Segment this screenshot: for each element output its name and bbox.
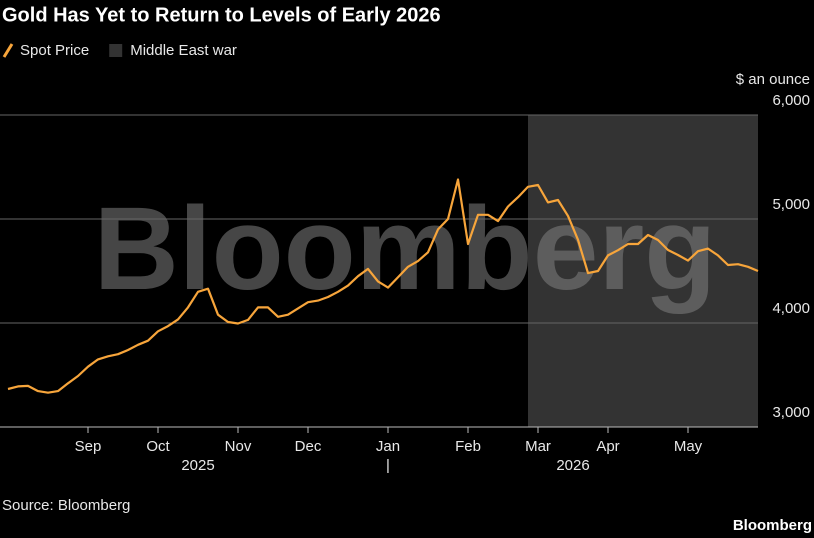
y-tick-label: 5,000 <box>772 196 810 213</box>
x-tick-label: Feb <box>455 438 481 455</box>
legend-swatch <box>109 44 123 57</box>
x-tick-label: Oct <box>146 438 170 455</box>
x-tick-label: Dec <box>295 438 322 455</box>
x-tick-label: Mar <box>525 438 551 455</box>
x-tick-label: Nov <box>225 438 252 455</box>
legend-swatch <box>2 43 14 58</box>
year-label: 2026 <box>556 457 589 474</box>
chart-title: Gold Has Yet to Return to Levels of Earl… <box>2 4 441 26</box>
price-line <box>7 178 759 394</box>
year-label: 2025 <box>181 457 214 474</box>
legend-label: Middle East war <box>130 42 237 59</box>
legend-label: Spot Price <box>20 42 89 59</box>
source: Source: Bloomberg <box>2 497 130 514</box>
logo: Bloomberg <box>733 517 812 534</box>
x-tick-label: Apr <box>596 438 619 455</box>
y-tick-label: 4,000 <box>772 300 810 317</box>
x-tick-label: Jan <box>376 438 400 455</box>
y-axis-label: $ an ounce <box>736 71 810 88</box>
y-tick-label: 3,000 <box>772 404 810 421</box>
year-label: | <box>386 457 390 474</box>
shaded-band <box>528 115 758 427</box>
x-tick-label: May <box>674 438 703 455</box>
watermark: Bloomberg <box>94 183 717 315</box>
y-tick-label: 6,000 <box>772 92 810 109</box>
x-tick-label: Sep <box>75 438 102 455</box>
